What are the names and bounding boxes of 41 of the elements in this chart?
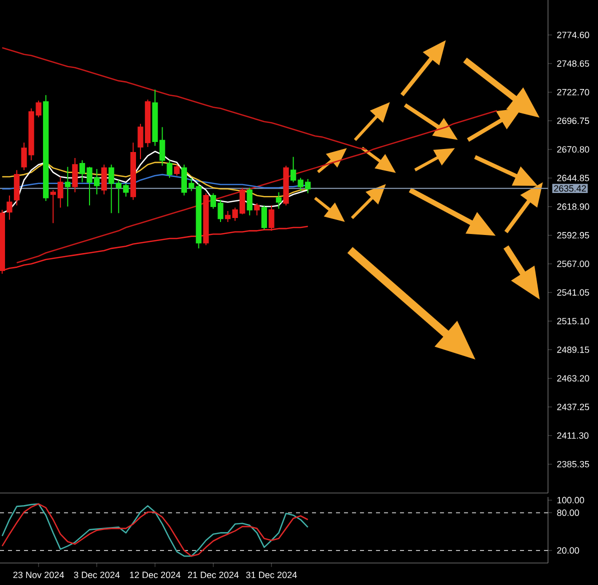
- candlestick: [101, 164, 107, 195]
- y-tick-label: 2618.90: [557, 203, 590, 210]
- x-tick-label: 23 Nov 2024: [13, 572, 64, 578]
- y-tick-label: 100.00: [557, 496, 584, 504]
- candlestick: [64, 166, 71, 208]
- y-tick-label: 2411.30: [557, 432, 588, 439]
- candlestick: [108, 164, 114, 214]
- x-tick-label: 31 Dec 2024: [246, 572, 297, 578]
- candlestick: [261, 204, 268, 230]
- candlestick: [283, 165, 289, 206]
- y-tick-label: 2463.20: [557, 375, 590, 382]
- y-tick-label: 2592.95: [557, 232, 590, 238]
- candlestick: [276, 192, 282, 210]
- x-tick-label: 3 Dec 2024: [74, 572, 120, 578]
- y-tick-label: 2489.15: [557, 346, 590, 353]
- candlestick: [72, 158, 78, 193]
- candlestick: [130, 142, 136, 200]
- x-tick-label: 12 Dec 2024: [130, 572, 180, 578]
- y-tick-label: 20.00: [557, 547, 580, 554]
- y-tick-label: 80.00: [557, 510, 580, 516]
- candlestick: [246, 187, 252, 216]
- candlestick: [14, 170, 20, 206]
- y-tick-label: 2385.35: [557, 460, 590, 468]
- candlestick: [43, 94, 49, 202]
- ref-line-label: 2635.42: [554, 185, 586, 192]
- y-tick-label: 2515.10: [557, 318, 590, 324]
- candlestick: [6, 195, 12, 220]
- y-tick-label: 2541.05: [557, 289, 590, 296]
- y-tick-label: 2437.25: [557, 404, 590, 410]
- candlestick: [174, 164, 180, 176]
- candlestick: [166, 160, 172, 178]
- y-tick-label: 2670.80: [557, 146, 590, 153]
- y-tick-label: 2774.60: [557, 32, 590, 38]
- y-tick-label: 2748.65: [557, 60, 590, 67]
- x-tick-label: 21 Dec 2024: [188, 572, 239, 578]
- candlestick: [254, 202, 260, 216]
- y-tick-label: 2567.00: [557, 260, 590, 268]
- y-tick-label: 2722.70: [557, 88, 590, 96]
- y-tick-label: 2696.75: [557, 118, 590, 124]
- y-tick-label: 2644.85: [557, 174, 590, 182]
- candlestick: [196, 182, 202, 249]
